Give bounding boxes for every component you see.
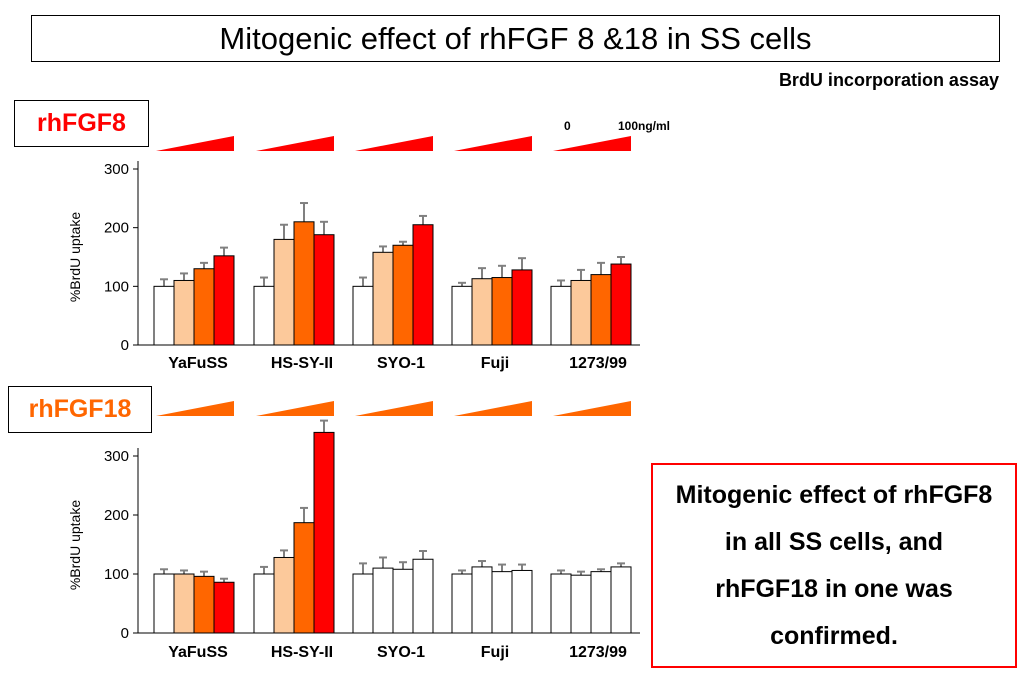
dose-ramp-icon: [553, 136, 631, 151]
bar: [392, 568, 414, 634]
dose-ramp-icon: [256, 401, 334, 416]
dose-ramp-icon: [256, 136, 334, 151]
bar: [392, 244, 414, 346]
dose-ramp-icon: [355, 136, 433, 151]
page-title: Mitogenic effect of rhFGF 8 &18 in SS ce…: [31, 15, 1000, 62]
bar: [511, 269, 533, 346]
category-label: SYO-1: [377, 644, 425, 661]
bar: [372, 251, 394, 346]
category-label: 1273/99: [569, 644, 627, 661]
y-tick-label: 200: [104, 507, 129, 524]
bar: [313, 431, 335, 634]
bar: [213, 581, 235, 634]
bar: [253, 285, 275, 346]
bar: [491, 571, 513, 634]
bar: [610, 263, 632, 346]
y-axis-label: %BrdU uptake: [67, 500, 83, 590]
bar: [570, 574, 592, 634]
y-tick-label: 200: [104, 220, 129, 237]
bar: [313, 234, 335, 346]
bar: [570, 279, 592, 346]
dose-ramp-icon: [454, 136, 532, 151]
bar: [293, 522, 315, 634]
bar: [173, 279, 195, 346]
bar: [412, 558, 434, 634]
bar: [451, 285, 473, 346]
bar: [590, 571, 612, 634]
conclusion-box: Mitogenic effect of rhFGF8 in all SS cel…: [651, 463, 1017, 668]
bar: [153, 285, 175, 346]
y-axis-label: %BrdU uptake: [67, 212, 83, 302]
bar: [610, 566, 632, 634]
concentration-high-label: 100ng/ml: [618, 119, 671, 133]
bar: [550, 573, 572, 634]
bar: [193, 268, 215, 346]
category-label: HS-SY-II: [271, 355, 333, 372]
dose-ramp-icon: [156, 401, 234, 416]
bar: [372, 567, 394, 634]
y-tick-label: 0: [121, 625, 129, 642]
y-tick-label: 100: [104, 278, 129, 295]
bar: [491, 277, 513, 346]
bar: [173, 573, 195, 634]
bar: [273, 238, 295, 346]
dose-ramp-icon: [355, 401, 433, 416]
dose-ramp-icon: [553, 401, 631, 416]
concentration-low-label: 0: [564, 119, 571, 133]
bar: [451, 573, 473, 634]
dose-ramp-icon: [454, 401, 532, 416]
category-label: Fuji: [481, 644, 509, 661]
bar: [550, 285, 572, 346]
category-label: Fuji: [481, 355, 509, 372]
category-label: 1273/99: [569, 355, 627, 372]
y-tick-label: 100: [104, 566, 129, 583]
bar: [153, 573, 175, 634]
bar: [253, 573, 275, 634]
y-tick-label: 0: [121, 337, 129, 354]
bar: [590, 274, 612, 346]
bar: [352, 285, 374, 346]
panel-label-fgf8: rhFGF8: [14, 100, 149, 147]
assay-subtitle: BrdU incorporation assay: [778, 70, 999, 90]
category-label: YaFuSS: [168, 644, 228, 661]
y-tick-label: 300: [104, 448, 129, 465]
bar: [273, 556, 295, 634]
y-tick-label: 300: [104, 161, 129, 178]
bar: [471, 278, 493, 346]
bar: [213, 255, 235, 346]
bar: [293, 221, 315, 346]
category-label: YaFuSS: [168, 355, 228, 372]
bar: [352, 573, 374, 634]
bar: [412, 224, 434, 346]
bar: [471, 566, 493, 634]
panel-label-fgf18: rhFGF18: [8, 386, 152, 433]
dose-ramp-icon: [156, 136, 234, 151]
category-label: SYO-1: [377, 355, 425, 372]
category-label: HS-SY-II: [271, 644, 333, 661]
bar: [193, 575, 215, 634]
bar: [511, 569, 533, 634]
conclusion-text: Mitogenic effect of rhFGF8 in all SS cel…: [675, 480, 993, 650]
